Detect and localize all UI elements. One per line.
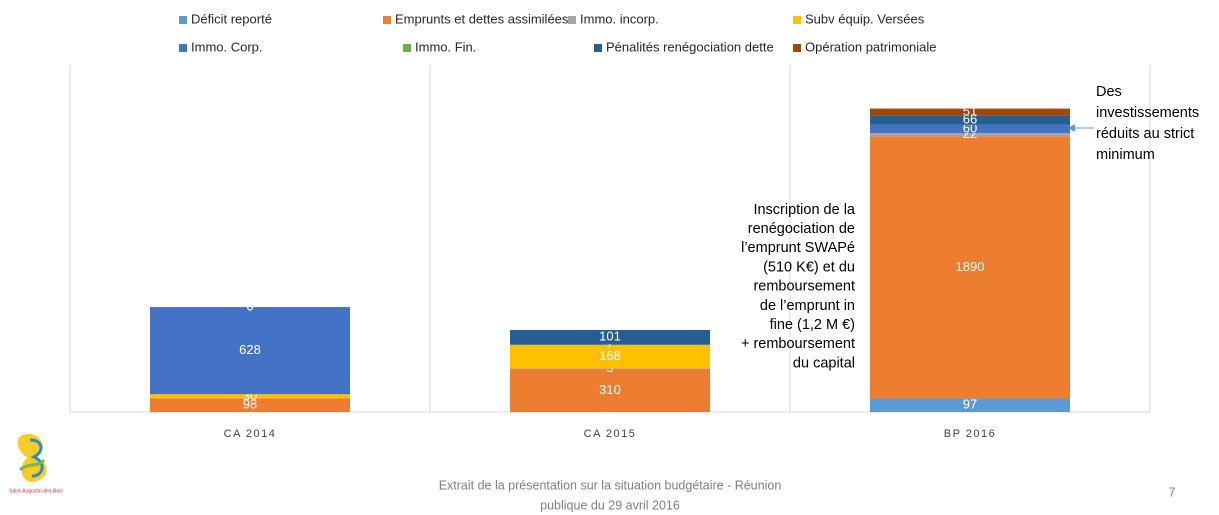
data-label: 0 (246, 299, 253, 314)
annotation: réduits au strict (1096, 126, 1194, 142)
legend-label: Déficit reporté (191, 11, 272, 26)
x-tick-label: CA 2014 (224, 428, 277, 440)
legend-swatch (383, 16, 391, 24)
annotation: minimum (1096, 147, 1155, 163)
annotation: + remboursement (741, 336, 855, 352)
data-label: 97 (963, 397, 977, 412)
bar-segment (510, 344, 710, 369)
logo-text: Saint-Augustin-des-Bois (9, 488, 63, 494)
annotation: fine (1,2 M €) (770, 317, 855, 333)
annotation: du capital (793, 355, 855, 371)
legend-label: Emprunts et dettes assimilées (395, 11, 569, 26)
legend-label: Pénalités renégociation dette (606, 39, 774, 54)
arrow-head (1068, 124, 1075, 132)
legend-swatch (594, 44, 602, 52)
footer-text: publique du 29 avril 2016 (540, 498, 680, 512)
bar-segment (510, 368, 710, 369)
data-label: 1890 (956, 259, 985, 274)
annotation: (510 K€) et du (763, 259, 855, 275)
bar-segment (150, 398, 350, 412)
bar-segment (870, 398, 1070, 412)
page-number: 7 (1169, 485, 1176, 499)
data-label: 628 (239, 342, 261, 357)
annotation: investissements (1096, 105, 1199, 121)
annotation: renégociation de (748, 221, 855, 237)
data-label: 310 (599, 382, 621, 397)
bar-segment (870, 124, 1070, 134)
bar-segment (510, 368, 710, 412)
data-label: 51 (963, 104, 977, 119)
legend-swatch (179, 16, 187, 24)
bar-segment (870, 115, 1070, 125)
annotation: de l’emprunt in (760, 298, 855, 314)
annotation: l’emprunt SWAPé (741, 240, 855, 256)
data-label: 168 (599, 348, 621, 363)
legend-swatch (793, 44, 801, 52)
x-tick-label: BP 2016 (944, 428, 997, 440)
legend-label: Immo. Fin. (415, 39, 476, 54)
bar-segment (510, 343, 710, 345)
legend-swatch (403, 44, 411, 52)
legend-label: Subv équip. Versées (805, 11, 925, 26)
bar-segment (870, 108, 1070, 116)
bar-segment (870, 136, 1070, 399)
annotation: Inscription de la (753, 202, 855, 218)
x-tick-label: CA 2015 (584, 428, 637, 440)
legend-label: Immo. Corp. (191, 39, 263, 54)
data-label: 101 (599, 328, 621, 343)
bar-segment (150, 307, 350, 395)
data-label: 0 (246, 299, 253, 314)
legend-label: Immo. incorp. (580, 11, 659, 26)
legend-swatch (568, 16, 576, 24)
bar-segment (150, 394, 350, 399)
bar-segment (510, 329, 710, 344)
data-label: 98 (243, 397, 257, 412)
footer-text: Extrait de la présentation sur la situat… (439, 478, 782, 492)
legend-swatch (793, 16, 801, 24)
logo: Saint-Augustin-des-Bois (9, 434, 63, 494)
annotation: remboursement (753, 279, 855, 295)
legend-swatch (179, 44, 187, 52)
legend-label: Opération patrimoniale (805, 39, 937, 54)
bar-segment (870, 133, 1070, 137)
annotation: Des (1096, 84, 1122, 100)
